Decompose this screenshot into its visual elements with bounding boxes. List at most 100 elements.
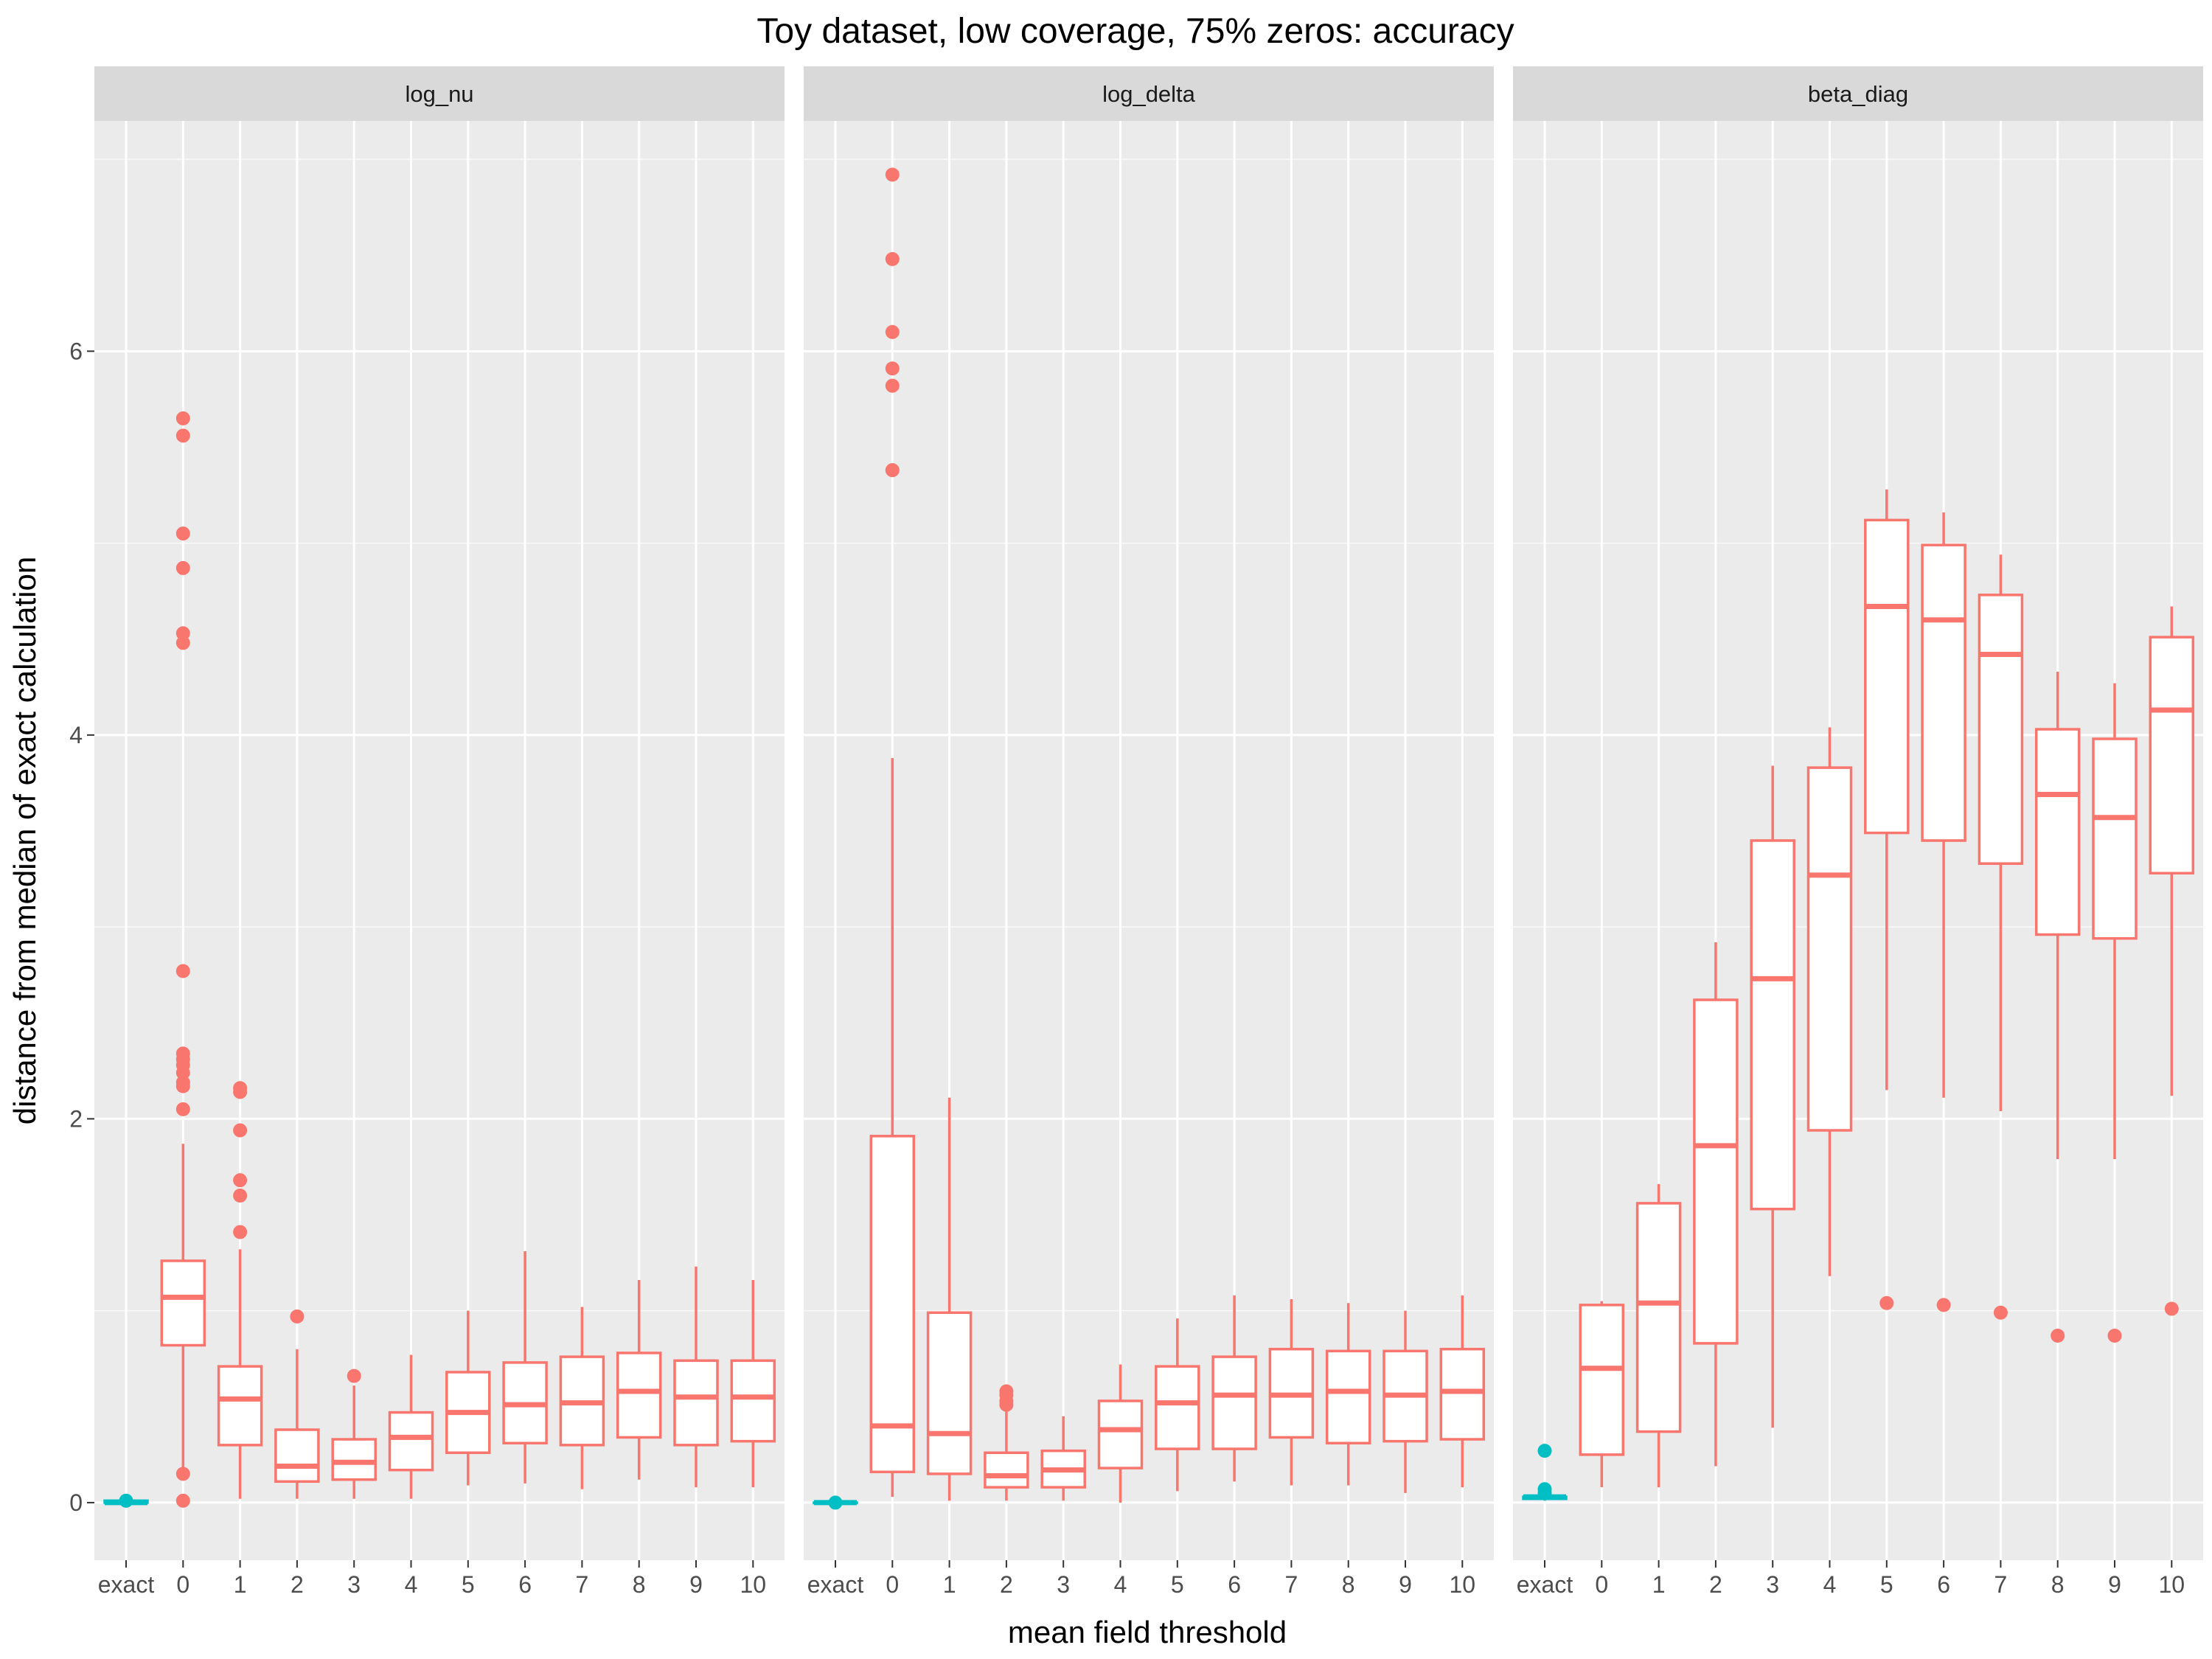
x-axis-title: mean field threshold xyxy=(1008,1615,1287,1649)
x-tick-label: 6 xyxy=(1228,1571,1241,1598)
outlier-point xyxy=(885,361,900,376)
box-body xyxy=(2092,737,2138,940)
box-body xyxy=(1635,1202,1682,1433)
box-9 xyxy=(673,1266,719,1488)
panel-background xyxy=(804,121,1494,1560)
x-tick-label: 4 xyxy=(1823,1571,1837,1598)
x-tick-label: 10 xyxy=(2159,1571,2185,1598)
box-body xyxy=(1155,1365,1200,1450)
x-tick-label: 5 xyxy=(1880,1571,1893,1598)
box-5 xyxy=(445,1310,491,1486)
box-body xyxy=(1325,1349,1371,1444)
panel-background xyxy=(94,121,785,1560)
box-8 xyxy=(616,1280,662,1480)
x-tick-label: 5 xyxy=(1171,1571,1184,1598)
x-tick-label: 9 xyxy=(689,1571,703,1598)
box-2 xyxy=(984,1384,1029,1501)
box-6 xyxy=(1211,1295,1257,1482)
box-body xyxy=(1864,518,1910,835)
x-tick-label: 7 xyxy=(576,1571,589,1598)
y-axis-title: distance from median of exact calculatio… xyxy=(7,557,42,1124)
box-body xyxy=(869,1135,916,1474)
x-tick-label: 2 xyxy=(1709,1571,1722,1598)
outlier-point xyxy=(175,1493,190,1508)
box-body xyxy=(1806,766,1853,1132)
box-body xyxy=(673,1359,719,1447)
outlier-point xyxy=(1537,1486,1552,1500)
y-tick-label: 6 xyxy=(69,338,83,364)
box-body xyxy=(1439,1347,1486,1441)
y-tick-label: 2 xyxy=(69,1105,83,1132)
x-tick-label: 2 xyxy=(1000,1571,1013,1598)
box-exact xyxy=(103,1493,149,1508)
box-body xyxy=(160,1259,206,1347)
outlier-point xyxy=(175,411,190,425)
box-body xyxy=(1579,1304,1625,1456)
box-0 xyxy=(869,167,916,1498)
x-tick-label: 0 xyxy=(886,1571,899,1598)
y-tick-label: 4 xyxy=(69,722,83,748)
x-tick-label: 7 xyxy=(1285,1571,1298,1598)
box-4 xyxy=(1097,1364,1144,1503)
box-3 xyxy=(1750,765,1795,1428)
x-tick-label: 6 xyxy=(518,1571,532,1598)
outlier-point xyxy=(828,1495,843,1510)
x-tick-label: 8 xyxy=(633,1571,646,1598)
box-4 xyxy=(1806,727,1853,1276)
box-7 xyxy=(1268,1299,1315,1486)
box-1 xyxy=(1635,1183,1682,1488)
box-body xyxy=(730,1359,776,1443)
x-tick-label: 3 xyxy=(1766,1571,1779,1598)
box-7 xyxy=(559,1307,605,1489)
box-5 xyxy=(1864,489,1910,1310)
box-body xyxy=(331,1438,377,1481)
outlier-point xyxy=(885,463,900,478)
outlier-point xyxy=(2107,1328,2122,1343)
facet-strip-label: log_delta xyxy=(1102,81,1196,107)
outlier-point xyxy=(885,251,900,266)
outlier-point xyxy=(233,1085,248,1099)
box-6 xyxy=(502,1251,548,1484)
outlier-point xyxy=(233,1188,248,1203)
box-7 xyxy=(1978,554,2024,1320)
outlier-point xyxy=(175,526,190,541)
facet-strip-label: beta_diag xyxy=(1808,81,1908,107)
x-tick-label: 0 xyxy=(1595,1571,1608,1598)
box-exact xyxy=(813,1495,858,1510)
x-tick-label: 1 xyxy=(234,1571,247,1598)
x-tick-label: 9 xyxy=(1399,1571,1412,1598)
box-body xyxy=(984,1451,1029,1489)
chart-title: Toy dataset, low coverage, 75% zeros: ac… xyxy=(757,12,1514,51)
box-5 xyxy=(1155,1318,1200,1492)
box-9 xyxy=(1382,1310,1428,1493)
outlier-point xyxy=(175,626,190,641)
box-body xyxy=(2034,728,2081,936)
x-tick-label: 0 xyxy=(176,1571,189,1598)
x-tick-label: 2 xyxy=(291,1571,304,1598)
x-tick-label: 10 xyxy=(1450,1571,1476,1598)
box-10 xyxy=(1439,1295,1486,1488)
facet-strip xyxy=(94,66,785,121)
box-body xyxy=(926,1311,973,1475)
outlier-point xyxy=(290,1309,305,1324)
box-8 xyxy=(1325,1303,1371,1486)
box-2 xyxy=(1693,942,1739,1467)
x-tick-label: 1 xyxy=(943,1571,956,1598)
x-tick-label: 4 xyxy=(1114,1571,1127,1598)
outlier-point xyxy=(233,1225,248,1239)
outlier-point xyxy=(885,378,900,393)
outlier-point xyxy=(1879,1295,1894,1310)
outlier-point xyxy=(1993,1305,2008,1320)
box-exact xyxy=(1522,1444,1568,1501)
x-tick-label: 3 xyxy=(1057,1571,1070,1598)
outlier-point xyxy=(119,1493,133,1508)
box-body xyxy=(616,1352,662,1439)
y-tick-label: 0 xyxy=(69,1489,83,1516)
box-body xyxy=(217,1365,263,1447)
box-0 xyxy=(160,411,206,1508)
x-tick-label: 4 xyxy=(405,1571,418,1598)
box-body xyxy=(1750,839,1795,1211)
y-axis-title-group: distance from median of exact calculatio… xyxy=(7,557,42,1124)
